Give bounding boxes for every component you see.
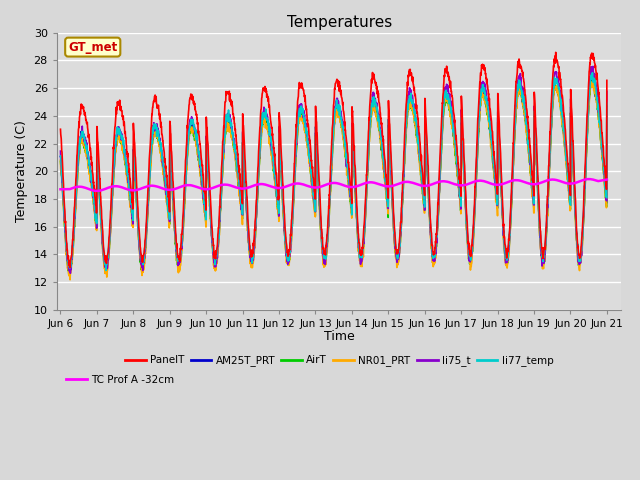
Legend: TC Prof A -32cm: TC Prof A -32cm [62, 371, 179, 389]
X-axis label: Time: Time [324, 330, 355, 343]
Title: Temperatures: Temperatures [287, 15, 392, 30]
Text: GT_met: GT_met [68, 41, 117, 54]
Y-axis label: Temperature (C): Temperature (C) [15, 120, 28, 222]
